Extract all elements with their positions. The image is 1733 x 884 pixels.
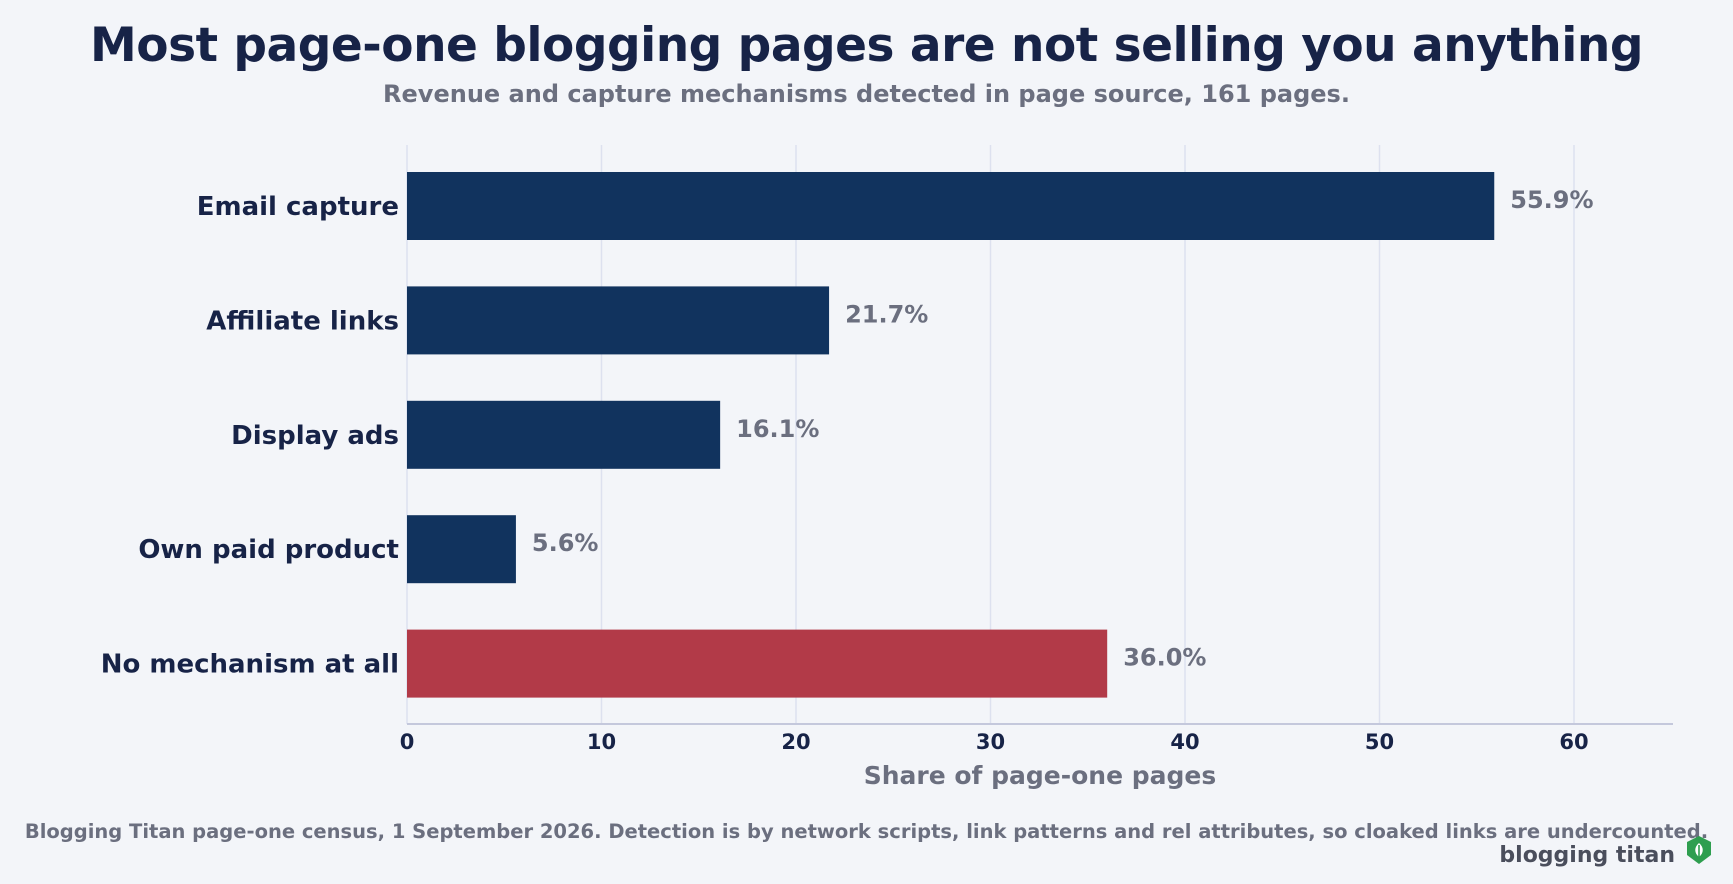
source-note: Blogging Titan page-one census, 1 Septem… (24, 820, 1709, 843)
shield-leaf-icon (1687, 836, 1711, 864)
x-tick-label: 30 (976, 730, 1005, 754)
data-label: 21.7% (845, 300, 928, 328)
bar (407, 400, 721, 469)
x-tick-label: 50 (1365, 730, 1394, 754)
x-tick-label: 60 (1559, 730, 1588, 754)
category-label: Affiliate links (206, 306, 399, 336)
chart-title: Most page-one blogging pages are not sel… (90, 18, 1643, 73)
chart-subtitle: Revenue and capture mechanisms detected … (383, 80, 1350, 108)
x-tick-label: 20 (781, 730, 810, 754)
x-axis-title: Share of page-one pages (864, 761, 1217, 790)
category-label: Email capture (197, 192, 399, 222)
data-label: 16.1% (736, 415, 819, 443)
bar (407, 172, 1495, 240)
data-label: 5.6% (532, 529, 599, 557)
bar (407, 629, 1108, 698)
data-label: 36.0% (1123, 644, 1206, 672)
bar (407, 286, 830, 355)
category-label: Own paid product (138, 535, 399, 565)
category-label: No mechanism at all (101, 650, 399, 680)
data-label: 55.9% (1510, 186, 1593, 214)
brand-name: blogging titan (1499, 843, 1675, 868)
category-label: Display ads (231, 421, 399, 451)
bar (407, 515, 516, 584)
x-tick-label: 40 (1170, 730, 1199, 754)
x-tick-label: 10 (587, 730, 616, 754)
x-tick-label: 0 (400, 730, 415, 754)
